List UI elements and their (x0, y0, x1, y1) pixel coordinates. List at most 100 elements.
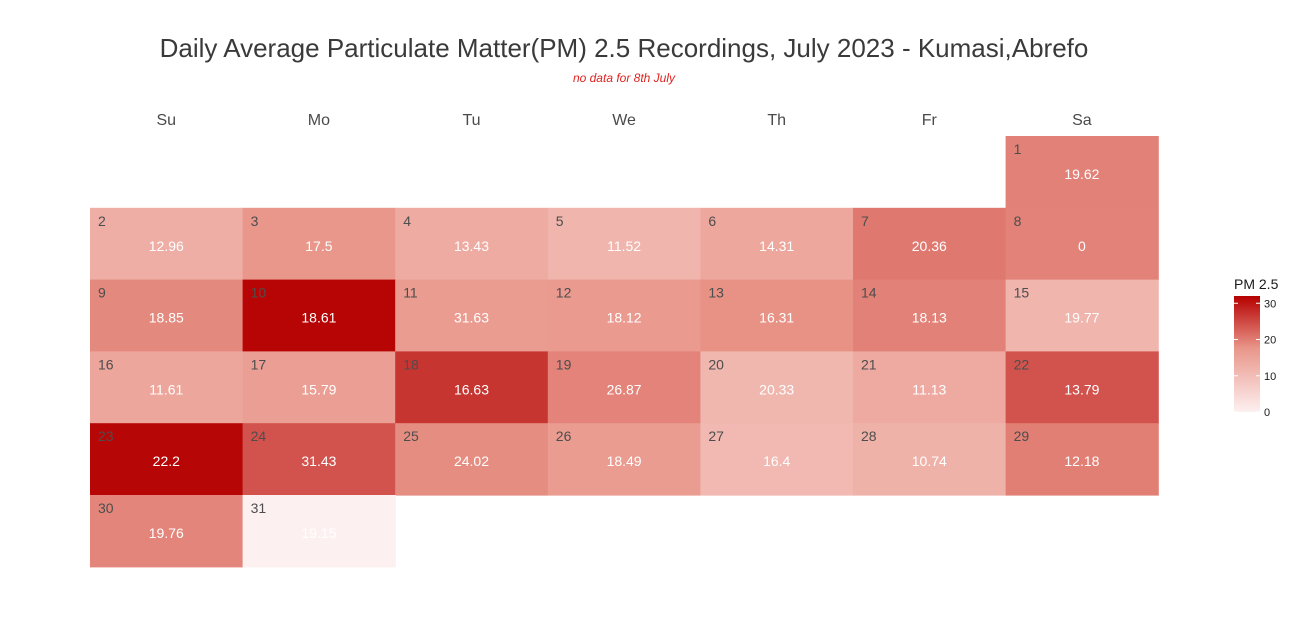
day-cell-26: 26 18.49 (547, 423, 701, 496)
day-cell-tile (242, 279, 396, 352)
day-cell-10: 10 18.61 (242, 279, 396, 352)
day-cell-21: 21 11.13 (853, 351, 1007, 424)
day-cell-tile (90, 279, 244, 352)
weekday-label-we: We (612, 112, 636, 129)
weekday-label-mo: Mo (308, 112, 330, 129)
pm25-value-label: 18.12 (607, 310, 642, 326)
day-cell-17: 17 15.79 (242, 351, 396, 424)
weekday-label-fr: Fr (922, 112, 938, 129)
day-cell-11: 11 31.63 (395, 279, 549, 352)
day-cell-tile (853, 351, 1007, 424)
pm25-value-label: 17.5 (305, 238, 332, 254)
day-cell-tile (700, 351, 854, 424)
day-number: 23 (98, 428, 114, 444)
legend: PM 2.5 0 10 20 30 (1234, 276, 1279, 419)
day-number: 20 (708, 356, 724, 372)
day-number: 22 (1014, 356, 1030, 372)
day-cell-8: 80 (1005, 207, 1159, 281)
day-cell-9: 918.85 (90, 279, 244, 352)
day-number: 16 (98, 356, 114, 372)
day-cell-16: 16 11.61 (90, 351, 244, 424)
day-number: 30 (98, 500, 114, 516)
day-cell-tile (90, 423, 244, 496)
day-number: 31 (251, 500, 267, 516)
day-cell-6: 614.31 (700, 207, 854, 281)
day-cell-tile (853, 423, 1007, 496)
day-cell-tile (242, 423, 396, 496)
pm25-value-label: 24.02 (454, 453, 489, 469)
day-cell-22: 22 13.79 (1005, 351, 1159, 424)
day-number: 18 (403, 356, 419, 372)
day-cell-tile (853, 207, 1007, 281)
day-number: 8 (1014, 213, 1022, 229)
day-cell-3: 317.5 (242, 207, 396, 281)
day-number: 5 (556, 213, 564, 229)
day-cell-19: 19 26.87 (547, 351, 701, 424)
day-cell-24: 24 31.43 (242, 423, 396, 496)
day-cell-tile (853, 279, 1007, 352)
day-cell-tile (700, 279, 854, 352)
day-cell-14: 14 18.13 (853, 279, 1007, 352)
day-cell-tile (242, 207, 396, 281)
day-number: 3 (251, 213, 259, 229)
legend-tick-label: 30 (1264, 298, 1276, 310)
day-number: 19 (556, 356, 572, 372)
day-number: 24 (251, 428, 267, 444)
chart-subtitle: no data for 8th July (572, 71, 676, 85)
day-cell-tile (547, 351, 701, 424)
day-number: 4 (403, 213, 411, 229)
pm25-value-label: 11.61 (149, 381, 183, 397)
day-cell-30: 30 19.76 (90, 495, 244, 568)
day-cell-tile (547, 423, 701, 496)
day-cell-tile (395, 351, 549, 424)
day-cell-tile (90, 207, 244, 281)
day-cell-tile (547, 279, 701, 352)
day-number: 7 (861, 213, 869, 229)
pm25-value-label: 20.33 (759, 381, 794, 397)
pm25-value-label: 18.85 (149, 310, 184, 326)
pm25-value-label: 22.2 (153, 453, 180, 469)
day-cell-tile (90, 351, 244, 424)
day-cell-tile (1005, 207, 1159, 281)
day-number: 14 (861, 285, 877, 301)
day-number: 1 (1014, 141, 1022, 157)
pm25-value-label: 11.52 (607, 238, 641, 254)
day-cell-12: 12 18.12 (547, 279, 701, 352)
day-cell-2: 212.96 (90, 207, 244, 281)
pm25-value-label: 16.4 (763, 453, 790, 469)
day-cell-tile (242, 495, 396, 568)
day-cell-27: 27 16.4 (700, 423, 854, 496)
pm25-value-label: 11.13 (912, 381, 946, 397)
pm25-value-label: 13.79 (1064, 381, 1099, 397)
day-number: 29 (1014, 428, 1030, 444)
day-cell-tile (90, 495, 244, 568)
day-cell-tile (395, 207, 549, 281)
day-cell-tile (700, 207, 854, 281)
pm25-value-label: 19.76 (149, 525, 184, 541)
pm25-value-label: 18.13 (912, 310, 947, 326)
day-cell-7: 720.36 (853, 207, 1007, 281)
day-cell-tile (1005, 423, 1159, 496)
pm25-value-label: 26.87 (607, 381, 642, 397)
day-cell-1: 119.62 (1005, 136, 1159, 209)
weekday-label-su: Su (157, 112, 177, 129)
day-number: 15 (1014, 285, 1030, 301)
day-cell-tile (395, 423, 549, 496)
legend-tick-label: 10 (1264, 371, 1276, 383)
legend-title: PM 2.5 (1234, 276, 1279, 292)
pm25-value-label: 15.79 (301, 381, 336, 397)
legend-tick-label: 0 (1264, 407, 1270, 419)
pm25-value-label: 31.43 (301, 453, 336, 469)
pm25-value-label: 10.74 (912, 453, 947, 469)
day-number: 25 (403, 428, 419, 444)
day-number: 6 (708, 213, 716, 229)
day-cell-tile (547, 207, 701, 281)
pm25-value-label: 12.18 (1064, 453, 1099, 469)
day-number: 17 (251, 356, 267, 372)
weekday-label-th: Th (767, 112, 786, 129)
pm25-value-label: 31.63 (454, 310, 489, 326)
pm25-value-label: 13.43 (454, 238, 489, 254)
day-number: 28 (861, 428, 877, 444)
chart-title: Daily Average Particulate Matter(PM) 2.5… (159, 33, 1089, 63)
